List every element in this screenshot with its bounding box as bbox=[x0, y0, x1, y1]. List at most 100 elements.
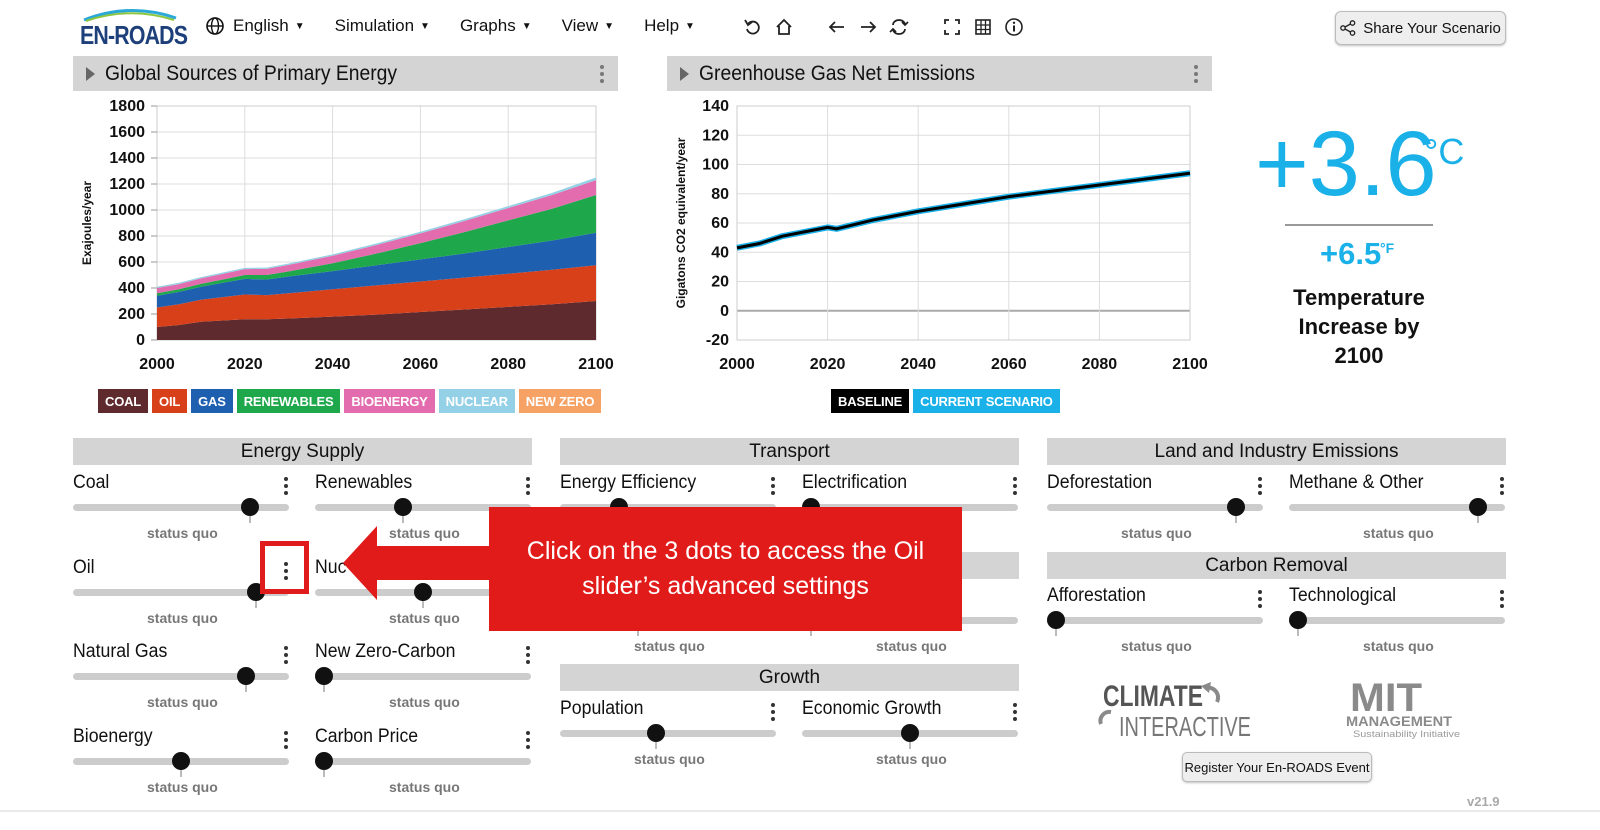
temperature-fahrenheit-unit: °F bbox=[1380, 240, 1395, 256]
slider-track[interactable] bbox=[73, 673, 289, 680]
slider-track[interactable] bbox=[1047, 504, 1263, 511]
slider-track[interactable] bbox=[1289, 617, 1505, 624]
slider-knob[interactable] bbox=[901, 724, 919, 742]
slider-options-kebab-icon[interactable] bbox=[279, 645, 293, 665]
back-arrow-icon[interactable] bbox=[826, 16, 848, 38]
y-tick-label: 800 bbox=[118, 228, 145, 245]
forward-arrow-icon[interactable] bbox=[857, 16, 879, 38]
graph-options-kebab-icon[interactable] bbox=[592, 64, 612, 83]
swap-icon[interactable] bbox=[888, 16, 910, 38]
slider-knob[interactable] bbox=[1227, 498, 1246, 516]
slider-knob[interactable] bbox=[1469, 498, 1488, 516]
slider-options-kebab-icon[interactable] bbox=[521, 476, 535, 496]
fullscreen-icon[interactable] bbox=[941, 16, 963, 38]
slider-track[interactable] bbox=[1047, 617, 1263, 624]
legend-item-coal[interactable]: COAL bbox=[98, 389, 149, 413]
share-scenario-label: Share Your Scenario bbox=[1363, 19, 1501, 37]
slider-track[interactable] bbox=[1289, 504, 1505, 511]
legend-item-renewables[interactable]: RENEWABLES bbox=[236, 389, 341, 413]
version-label: v21.9 bbox=[1467, 794, 1500, 809]
slider-options-kebab-icon[interactable] bbox=[279, 730, 293, 750]
slider-status-quo-tick bbox=[909, 740, 911, 749]
slider-track[interactable] bbox=[73, 589, 289, 596]
menu-graphs[interactable]: Graphs ▼ bbox=[460, 16, 532, 36]
x-tick-label: 2100 bbox=[1172, 356, 1208, 373]
expand-triangle-icon[interactable] bbox=[86, 66, 95, 81]
en-roads-logo[interactable]: EN-ROADS bbox=[80, 8, 188, 50]
graph-options-kebab-icon[interactable] bbox=[1186, 64, 1206, 83]
slider-knob[interactable] bbox=[1047, 611, 1065, 629]
menu-language[interactable]: English ▼ bbox=[205, 16, 305, 36]
slider-track[interactable] bbox=[560, 730, 776, 737]
y-tick-label: 1200 bbox=[109, 176, 145, 193]
info-icon[interactable] bbox=[1003, 16, 1025, 38]
slider-options-kebab-icon[interactable] bbox=[1008, 476, 1022, 496]
menu-simulation[interactable]: Simulation ▼ bbox=[335, 16, 430, 36]
legend-item-gas[interactable]: GAS bbox=[191, 389, 233, 413]
callout-text: Click on the 3 dots to access the Oil sl… bbox=[526, 537, 925, 600]
slider-options-kebab-icon[interactable] bbox=[1253, 589, 1267, 609]
menu-help[interactable]: Help ▼ bbox=[644, 16, 695, 36]
slider-status-quo-tick bbox=[180, 768, 182, 777]
caret-down-icon: ▼ bbox=[294, 20, 305, 32]
table-icon[interactable] bbox=[972, 16, 994, 38]
slider-options-kebab-icon[interactable] bbox=[1253, 476, 1267, 496]
plot-border bbox=[736, 105, 1191, 341]
y-tick-label: 1600 bbox=[109, 124, 145, 141]
home-icon[interactable] bbox=[773, 16, 795, 38]
slider-status-label: status quo bbox=[876, 638, 947, 654]
slider-knob[interactable] bbox=[241, 498, 260, 516]
slider-track[interactable] bbox=[315, 758, 531, 765]
slider-options-kebab-icon[interactable] bbox=[279, 476, 293, 496]
slider-status-quo-tick bbox=[655, 740, 658, 749]
register-event-button[interactable]: Register Your En-ROADS Event bbox=[1182, 752, 1372, 782]
temperature-label-line: Temperature bbox=[1293, 285, 1425, 310]
logo-arc-icon bbox=[83, 9, 177, 22]
slider-options-kebab-icon[interactable] bbox=[279, 561, 293, 581]
legend-item-current-scenario[interactable]: CURRENT SCENARIO bbox=[913, 389, 1060, 413]
slider-knob[interactable] bbox=[315, 752, 333, 770]
legend-item-bioenergy[interactable]: BIOENERGY bbox=[344, 389, 435, 413]
slider-options-kebab-icon[interactable] bbox=[521, 645, 535, 665]
callout-box: Click on the 3 dots to access the Oil sl… bbox=[489, 507, 962, 631]
slider-options-kebab-icon[interactable] bbox=[1008, 702, 1022, 722]
slider-options-kebab-icon[interactable] bbox=[1495, 589, 1509, 609]
slider-knob[interactable] bbox=[172, 752, 190, 770]
slider-options-kebab-icon[interactable] bbox=[766, 476, 780, 496]
menu-view[interactable]: View ▼ bbox=[562, 16, 614, 36]
undo-icon[interactable] bbox=[742, 16, 764, 38]
primary-energy-graph-header[interactable]: Global Sources of Primary Energy bbox=[73, 56, 618, 91]
slider-options-kebab-icon[interactable] bbox=[521, 730, 535, 750]
slider-knob[interactable] bbox=[1289, 611, 1307, 629]
share-scenario-button[interactable]: Share Your Scenario bbox=[1335, 11, 1506, 45]
slider-status-label: status quo bbox=[389, 779, 460, 795]
section-carbon-removal: Carbon Removal bbox=[1047, 552, 1506, 579]
legend-item-new-zero[interactable]: NEW ZERO bbox=[518, 389, 602, 413]
x-tick-label: 2040 bbox=[315, 356, 351, 373]
legend-item-baseline[interactable]: BASELINE bbox=[831, 389, 910, 413]
climate-interactive-logo[interactable]: CLIMATE INTERACTIVE bbox=[1097, 678, 1257, 740]
slider-knob[interactable] bbox=[315, 667, 333, 685]
x-tick-label: 2020 bbox=[810, 356, 846, 373]
slider-track[interactable] bbox=[73, 504, 289, 511]
emissions-graph-header[interactable]: Greenhouse Gas Net Emissions bbox=[667, 56, 1212, 91]
legend-item-nuclear[interactable]: NUCLEAR bbox=[438, 389, 515, 413]
slider-knob[interactable] bbox=[647, 724, 666, 742]
slider-knob[interactable] bbox=[414, 583, 432, 601]
slider-knob[interactable] bbox=[394, 498, 413, 516]
temperature-divider bbox=[1285, 224, 1433, 226]
slider-status-label: status quo bbox=[147, 525, 218, 541]
slider-track[interactable] bbox=[315, 504, 531, 511]
slider-status-label: status quo bbox=[876, 751, 947, 767]
x-tick-label: 2060 bbox=[403, 356, 439, 373]
primary-energy-graph-title: Global Sources of Primary Energy bbox=[105, 61, 398, 85]
mit-management-logo[interactable]: MIT MANAGEMENT Sustainability Initiative bbox=[1340, 675, 1465, 745]
expand-triangle-icon[interactable] bbox=[680, 66, 689, 81]
share-icon bbox=[1340, 20, 1356, 36]
slider-knob[interactable] bbox=[237, 667, 256, 685]
slider-track[interactable] bbox=[315, 673, 531, 680]
x-tick-label: 2000 bbox=[719, 356, 755, 373]
slider-options-kebab-icon[interactable] bbox=[766, 702, 780, 722]
legend-item-oil[interactable]: OIL bbox=[152, 389, 188, 413]
slider-options-kebab-icon[interactable] bbox=[1495, 476, 1509, 496]
